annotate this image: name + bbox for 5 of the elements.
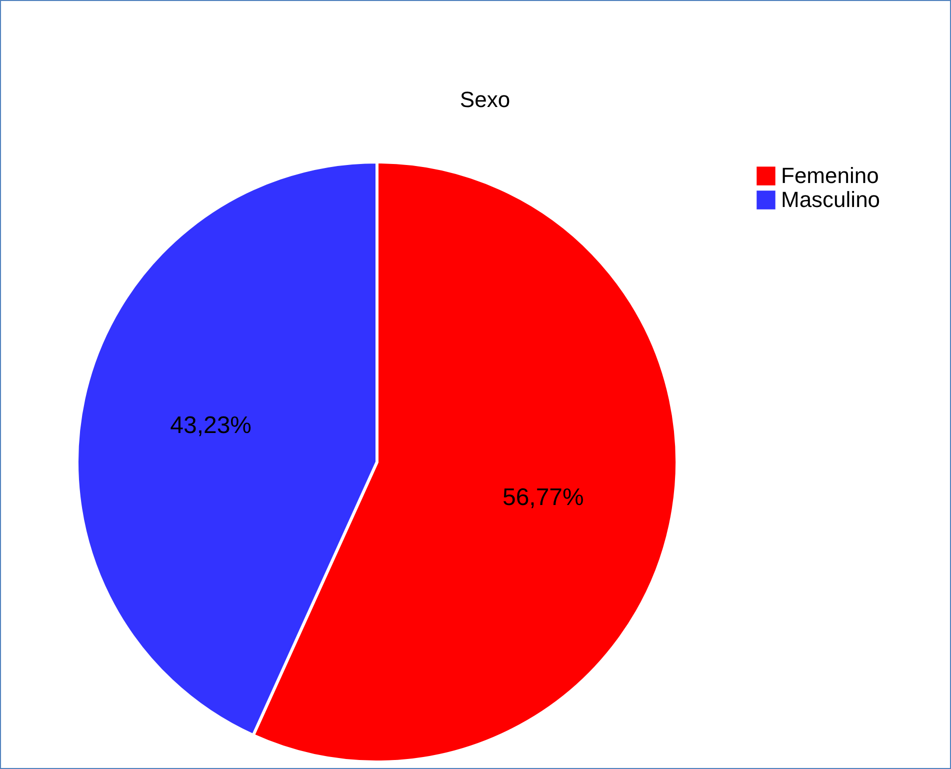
data-label: 56,77% (502, 484, 584, 511)
legend-label: Femenino (781, 163, 879, 188)
legend-label: Masculino (781, 187, 880, 212)
chart-title: Sexo (460, 87, 510, 112)
data-label: 43,23% (170, 412, 252, 440)
